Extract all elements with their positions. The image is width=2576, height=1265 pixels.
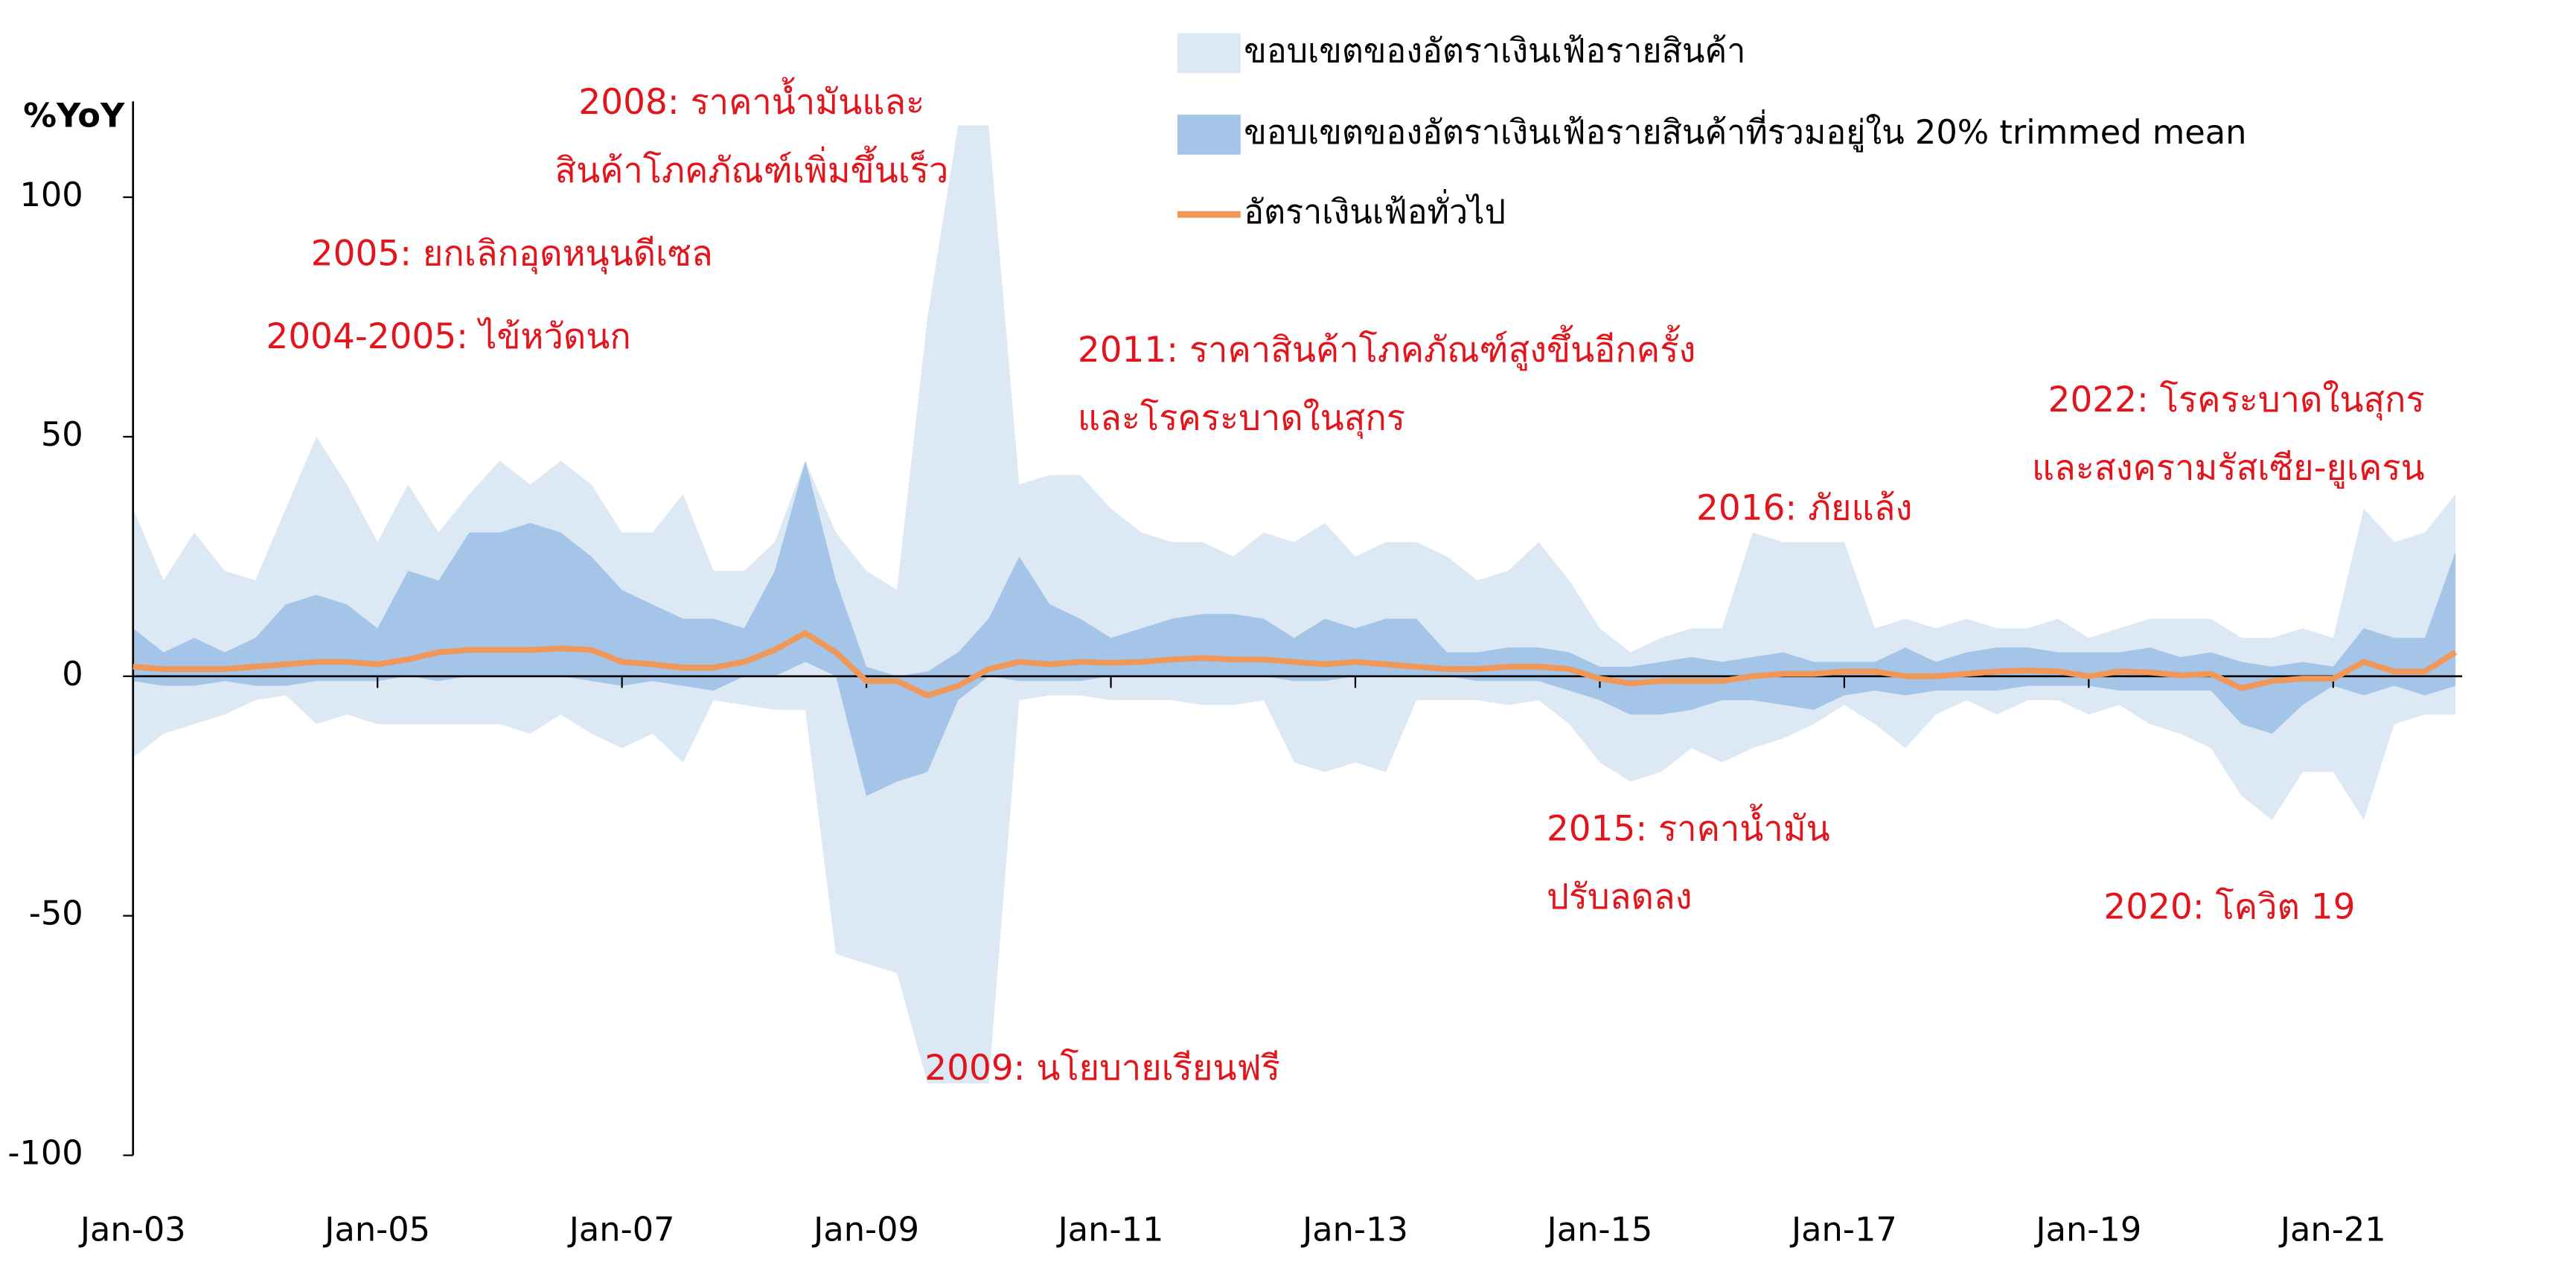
headline-line xyxy=(132,630,2458,699)
legend-label: ขอบเขตของอัตราเงินเฟ้อรายสินค้า xyxy=(1244,31,1745,70)
annotation: 2022: โรคระบาดในสุกร xyxy=(2048,380,2425,421)
x-tick-label: Jan-17 xyxy=(1789,1210,1897,1249)
annotation: และโรคระบาดในสุกร xyxy=(1078,398,1405,440)
annotation: 2016: ภัยแล้ง xyxy=(1696,487,1912,528)
y-tick-label: 0 xyxy=(62,655,83,694)
range-band xyxy=(132,125,2456,1083)
annotation: 2011: ราคาสินค้าโภคภัณฑ์สูงขึ้นอีกครั้ง xyxy=(1078,324,1696,371)
annotation: สินค้าโภคภัณฑ์เพิ่มขึ้นเร็ว xyxy=(554,145,948,191)
annotation: 2005: ยกเลิกอุดหนุนดีเซล xyxy=(311,234,713,275)
x-tick-label: Jan-13 xyxy=(1300,1210,1408,1249)
x-tick-label: Jan-07 xyxy=(567,1210,675,1249)
legend-label: อัตราเงินเฟ้อทั่วไป xyxy=(1244,189,1506,231)
x-tick-label: Jan-15 xyxy=(1545,1210,1653,1249)
y-axis-label: %YoY xyxy=(23,97,125,135)
annotation: 2009: นโยบายเรียนฟรี xyxy=(924,1048,1280,1089)
x-tick-label: Jan-21 xyxy=(2278,1210,2386,1249)
range-band xyxy=(132,461,2456,796)
legend-label: ขอบเขตของอัตราเงินเฟ้อรายสินค้าที่รวมอยู… xyxy=(1244,109,2246,153)
x-tick-label: Jan-19 xyxy=(2033,1210,2141,1249)
annotation: และสงครามรัสเซีย-ยูเครน xyxy=(2032,448,2425,490)
x-tick-label: Jan-11 xyxy=(1056,1210,1164,1249)
y-tick-label: -100 xyxy=(7,1134,83,1173)
annotation: 2015: ราคาน้ำมัน xyxy=(1547,803,1830,849)
x-tick-label: Jan-05 xyxy=(322,1210,430,1249)
annotation: ปรับลดลง xyxy=(1547,877,1693,917)
x-tick-label: Jan-09 xyxy=(811,1210,919,1249)
y-tick-label: 50 xyxy=(41,415,83,454)
legend-swatch xyxy=(1177,115,1241,155)
y-tick-label: 100 xyxy=(19,176,83,214)
annotation: 2020: โควิต 19 xyxy=(2103,886,2355,927)
legend-swatch xyxy=(1177,33,1241,74)
y-tick-label: -50 xyxy=(29,894,83,933)
x-tick-label: Jan-03 xyxy=(78,1210,186,1249)
annotation: 2004-2005: ไข้หวัดนก xyxy=(266,316,630,357)
annotation: 2008: ราคาน้ำมันและ xyxy=(578,77,924,123)
